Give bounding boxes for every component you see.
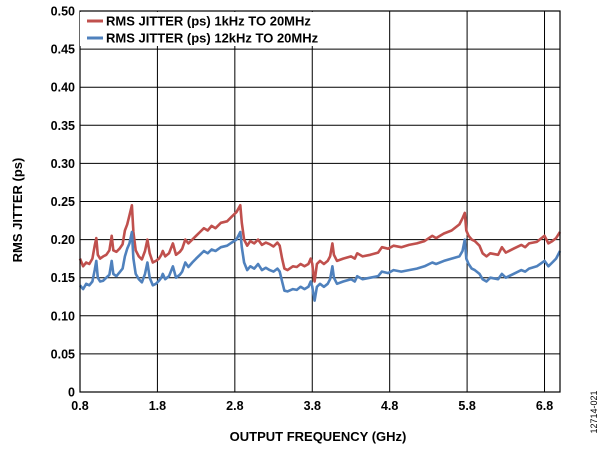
y-tick-label: 0.40: [51, 81, 75, 95]
y-tick-label: 0: [68, 386, 75, 400]
y-tick-label: 0.35: [51, 119, 75, 133]
plot-area-frame: [79, 10, 561, 393]
y-tick-label: 0.20: [51, 233, 75, 247]
y-tick-label: 0.25: [51, 195, 75, 209]
x-axis-title: OUTPUT FREQUENCY (GHz): [230, 429, 407, 444]
x-tick-label: 5.8: [458, 399, 475, 413]
legend-box: [80, 12, 370, 46]
y-tick-label: 0.10: [51, 309, 75, 323]
y-tick-label: 0.30: [51, 157, 75, 171]
x-tick-label: 3.8: [304, 399, 321, 413]
x-tick-label: 4.8: [381, 399, 398, 413]
series-layer: [78, 204, 562, 302]
figure-id: 12714-021: [589, 390, 599, 433]
legend: RMS JITTER (ps) 1kHz TO 20MHz RMS JITTER…: [80, 12, 370, 46]
x-tick-label: 0.8: [71, 399, 88, 413]
legend-label-12khz: RMS JITTER (ps) 12kHz TO 20MHz: [106, 31, 319, 46]
x-tick-label: 1.8: [149, 399, 166, 413]
legend-label-1khz: RMS JITTER (ps) 1kHz TO 20MHz: [106, 14, 311, 29]
x-axis-ticks: 0.8 1.8 2.8 3.8 4.8 5.8 6.8: [71, 399, 553, 413]
series-line-1khz-to-20mhz: [78, 204, 562, 283]
y-tick-label: 0.50: [51, 5, 75, 19]
y-axis-ticks: 0 0.05 0.10 0.15 0.20 0.25 0.30 0.35 0.40 0.45 0.5…: [51, 5, 75, 400]
x-tick-label: 6.8: [536, 399, 553, 413]
y-tick-label: 0.45: [51, 43, 75, 57]
series-line-12khz-to-20mhz: [78, 230, 562, 302]
x-tick-label: 2.8: [226, 399, 243, 413]
y-tick-label: 0.05: [51, 347, 75, 361]
y-axis-title: RMS JITTER (ps): [10, 158, 25, 263]
y-tick-label: 0.15: [51, 271, 75, 285]
